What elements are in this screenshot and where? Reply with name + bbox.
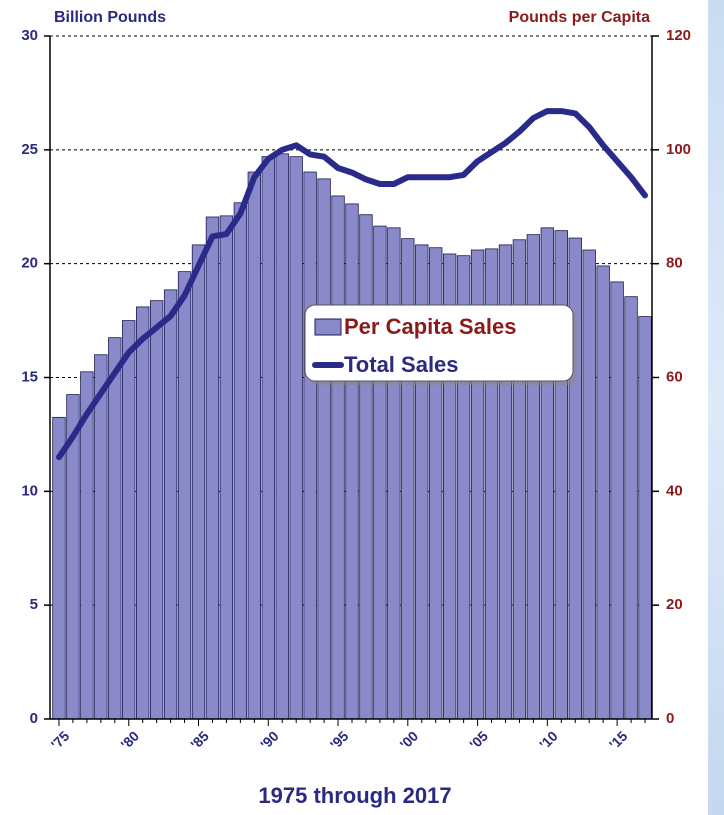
- bar: [610, 281, 624, 720]
- bar: [52, 416, 66, 720]
- x-axis-label: 1975 through 2017: [258, 783, 451, 808]
- bar: [136, 306, 150, 720]
- bar: [108, 337, 122, 720]
- y-tick-label: 5: [30, 596, 38, 613]
- bar: [638, 316, 652, 720]
- bar: [624, 296, 638, 720]
- bar: [303, 171, 317, 720]
- y2-axis-label: Pounds per Capita: [509, 9, 650, 26]
- legend-box: [304, 304, 574, 382]
- legend-label: Total Sales: [344, 352, 459, 377]
- y-tick-label: 0: [30, 710, 38, 727]
- legend-label: Per Capita Sales: [344, 314, 516, 339]
- bar: [191, 244, 206, 720]
- bar: [149, 300, 164, 720]
- bar: [122, 320, 136, 720]
- y2-tick-label: 40: [666, 482, 683, 499]
- y2-tick-label: 0: [666, 710, 674, 727]
- legend-swatch: [314, 318, 342, 336]
- y-tick-label: 20: [21, 255, 38, 272]
- y-tick-label: 25: [21, 141, 38, 158]
- line: [56, 108, 648, 461]
- y-tick-label: 30: [21, 27, 38, 44]
- bar: [345, 203, 359, 720]
- bar: [540, 227, 555, 720]
- bar: [177, 271, 192, 720]
- bar: [582, 249, 596, 720]
- y-tick-label: 15: [21, 368, 38, 385]
- legend: Per Capita Sales Total Sales: [304, 304, 577, 385]
- y2-tick-label: 20: [666, 596, 683, 613]
- side-strip: [708, 0, 724, 815]
- y-tick-label: 10: [21, 482, 38, 499]
- bar: [205, 216, 220, 720]
- bar: [219, 215, 234, 720]
- bar: [247, 171, 262, 720]
- bar: [317, 178, 331, 720]
- bar: [554, 230, 568, 720]
- bar: [289, 156, 303, 720]
- y2-tick-label: 80: [666, 255, 683, 272]
- y-axis-label: Billion Pounds: [54, 9, 166, 26]
- lines: [56, 108, 648, 461]
- y2-tick-label: 100: [666, 141, 691, 158]
- bar: [275, 153, 289, 720]
- bar: [261, 156, 275, 720]
- bar: [233, 202, 248, 720]
- bar: [163, 289, 178, 720]
- bar: [387, 227, 401, 720]
- bar: [94, 354, 108, 720]
- bar: [331, 195, 345, 720]
- bar: [596, 265, 610, 720]
- y2-tick-label: 60: [666, 368, 683, 385]
- bar: [373, 225, 387, 720]
- y2-tick-label: 120: [666, 27, 691, 44]
- bar: [359, 214, 373, 720]
